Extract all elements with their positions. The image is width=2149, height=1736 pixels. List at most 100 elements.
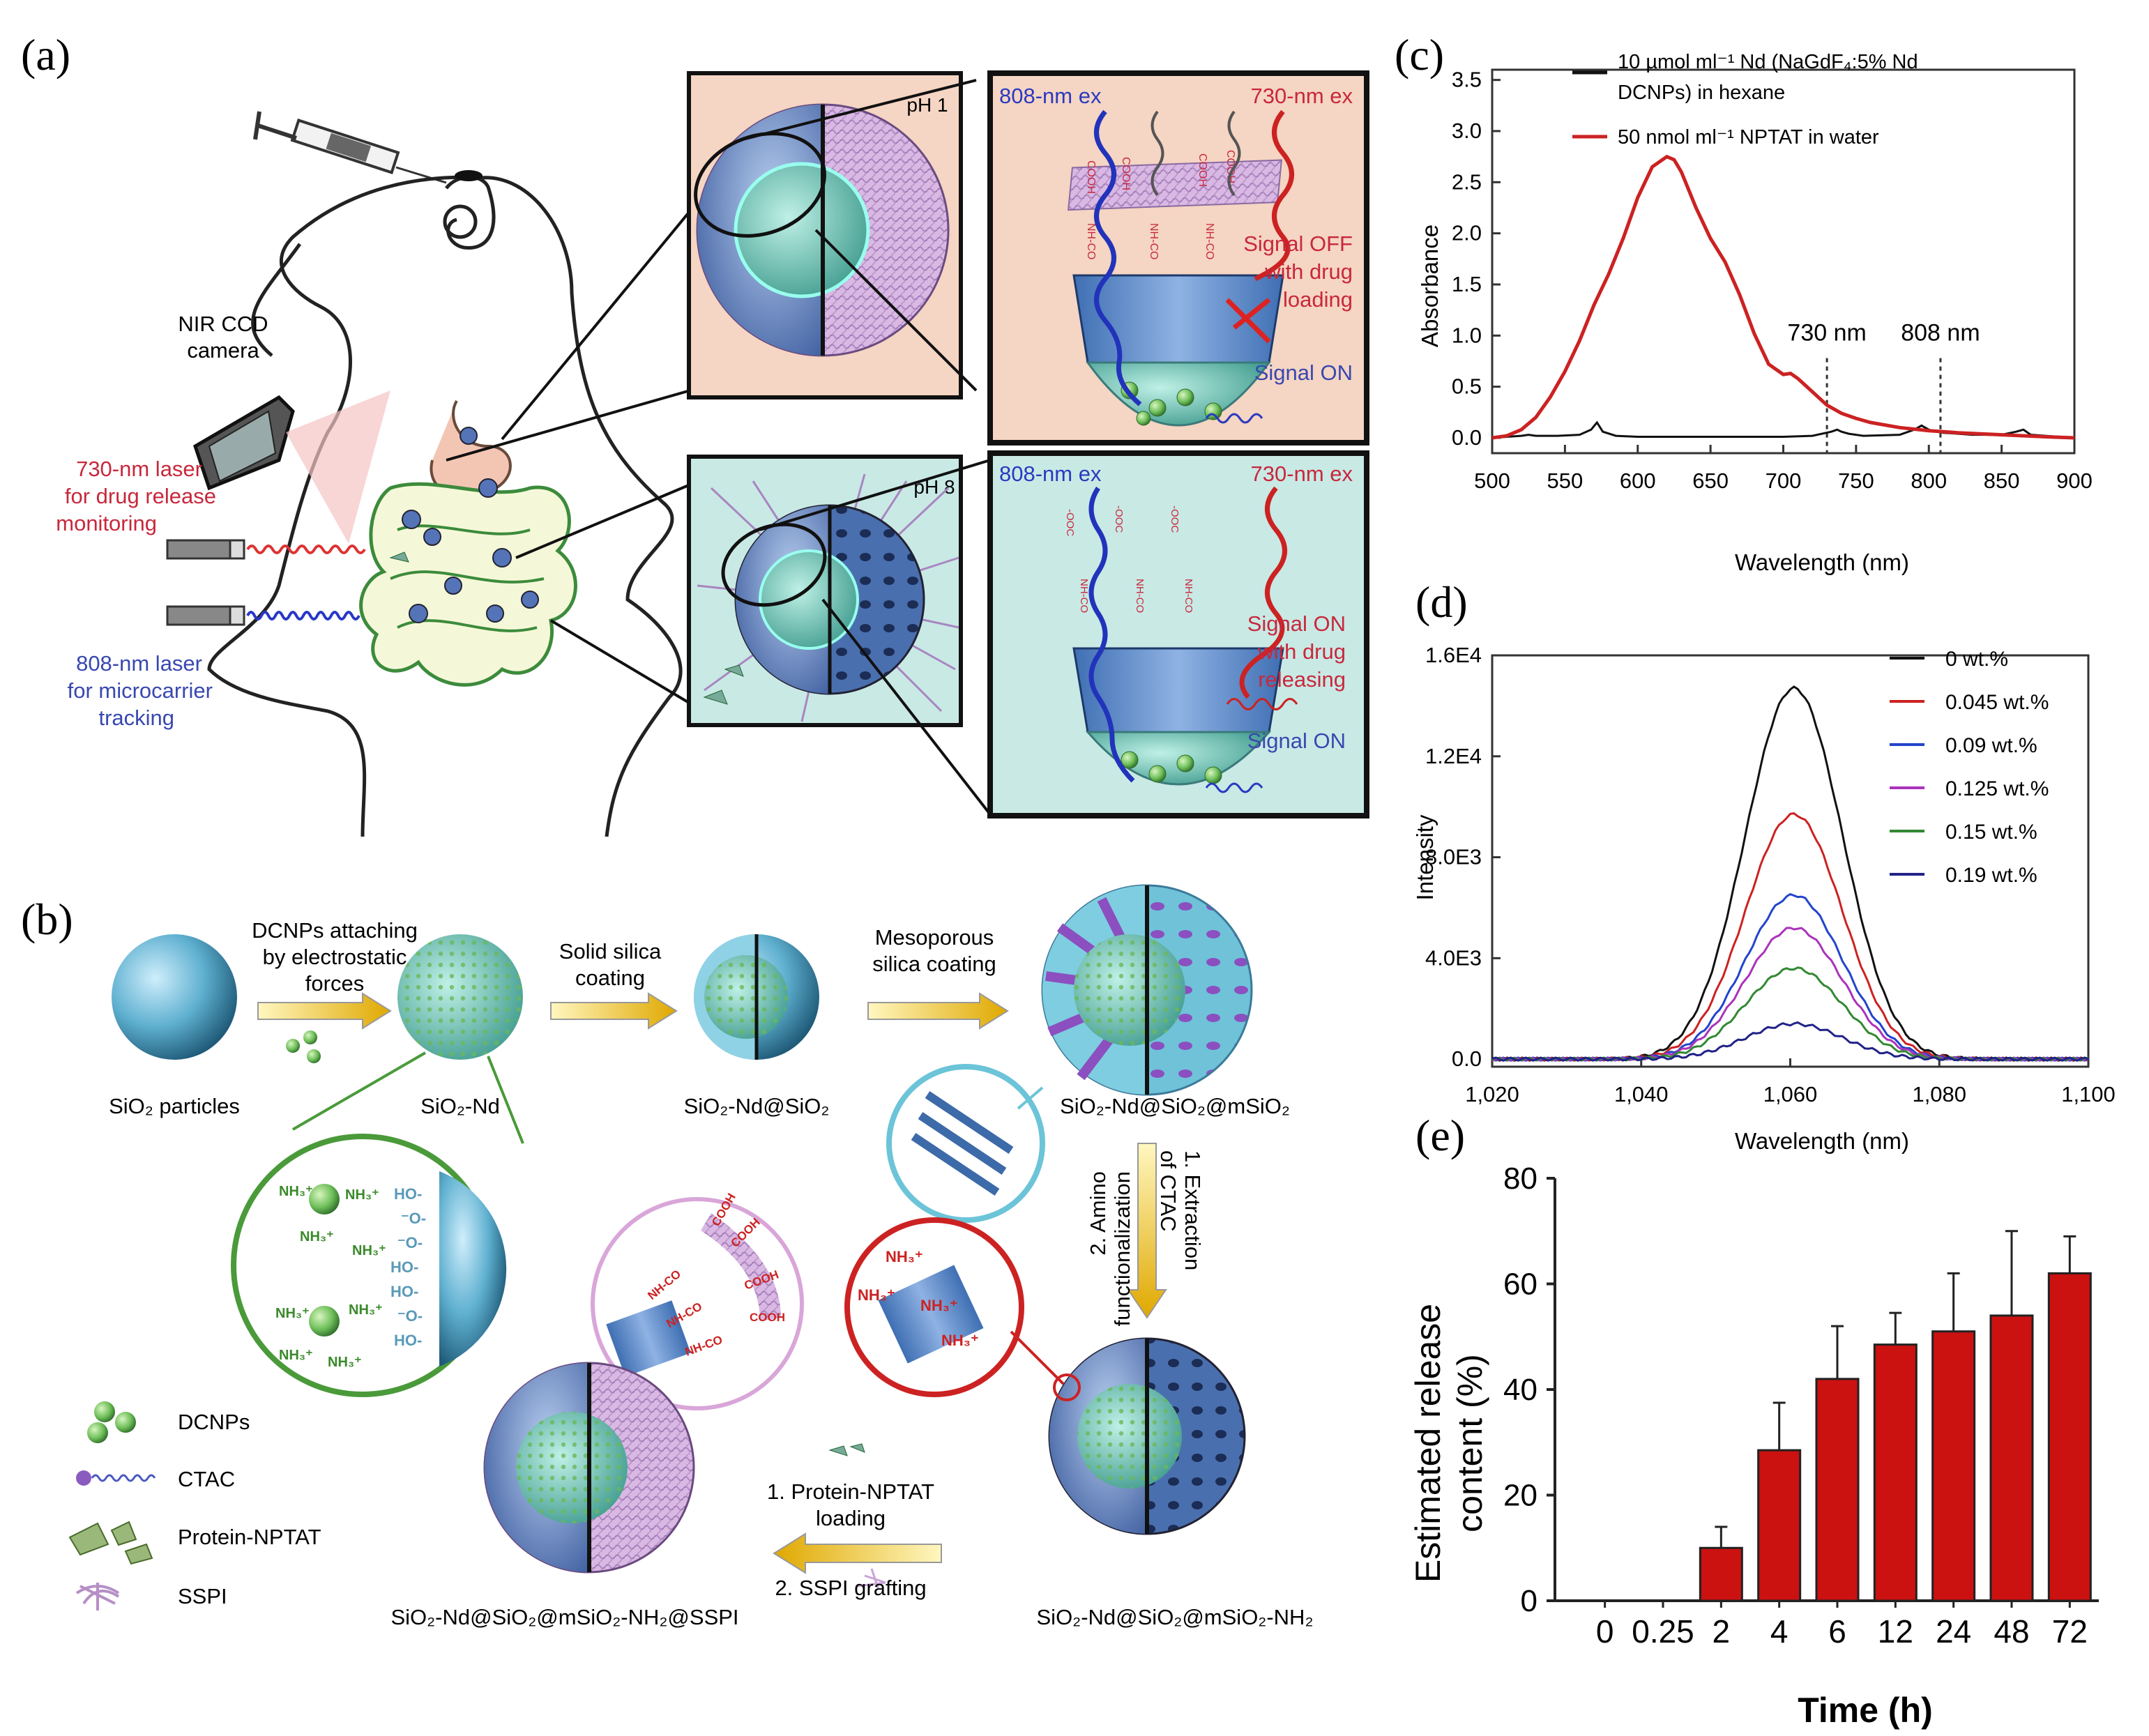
sio2-nd-sio2-particle [694, 934, 819, 1060]
panel-label-c: (c) [1395, 30, 1444, 79]
top-nhco-3: NH-CO [1203, 223, 1215, 259]
vstep-1: 1. Extraction [1180, 1150, 1205, 1270]
laser-808-label: 808-nm laser [76, 651, 202, 676]
legend-c-2: 50 nmol ml⁻¹ NPTAT in water [1618, 126, 1879, 149]
label-sio2-nd-sio2-msio2: SiO₂-Nd@SiO₂@mSiO₂ [1060, 1094, 1290, 1118]
chart-c: 500 550 600 650 700 750 800 850 900 0.0 0.5 1.0 1.5 2… [1417, 51, 2093, 575]
chart-c-legend: 10 µmol ml⁻¹ Nd (NaGdF₄:5% Nd DCNPs) in … [1572, 51, 1918, 149]
vstep-1b: of CTAC [1156, 1150, 1180, 1232]
sio2-nd-sio2-msio2-particle [1041, 884, 1253, 1096]
nh3-1: NH₃⁺ [279, 1184, 313, 1199]
hydroxyl-labels: HO- ⁻O- ⁻O- HO- HO- ⁻O- HO- [390, 1185, 426, 1349]
vertical-step-labels: 1. Extraction of CTAC 2. Amino functiona… [1086, 1150, 1205, 1326]
bottom-signal-on: Signal ON [1247, 729, 1346, 753]
chart-e-xtick-label: 48 [1994, 1613, 2029, 1650]
chart-c-ytick-label: 2.0 [1452, 221, 1482, 245]
bottom-signal-on-1: Signal ON [1247, 611, 1346, 636]
top-cooh-4: COOH [1224, 150, 1236, 183]
top-chem-labels: COOH COOH COOH COOH NH-CO NH-CO NH-CO [1085, 150, 1236, 259]
arrow3-icon [867, 992, 1009, 1030]
chart-e-ytick-label: 80 [1503, 1162, 1537, 1196]
nh3-7: NH₃⁺ [279, 1348, 313, 1363]
chart-c-xtick-label: 800 [1911, 469, 1947, 493]
ho-2: HO- [390, 1258, 418, 1276]
bottom-chem-labels: -OOC -OOC -OOC NH-CO NH-CO NH-CO [1064, 505, 1194, 613]
chart-c-series-line-1 [1491, 154, 2075, 440]
chart-e-xtick-label: 4 [1770, 1613, 1789, 1650]
chart-d-ytick-label: 0.0 [1452, 1046, 1482, 1071]
chart-e-ytick-label: 60 [1503, 1267, 1537, 1302]
top-signal-off-1: Signal OFF [1243, 231, 1353, 256]
chart-d-ytick-label: 8.0E3 [1425, 845, 1482, 869]
chart-e-bar-72 [2047, 1272, 2092, 1602]
label-sio2-particles: SiO₂ particles [109, 1094, 240, 1118]
ctac-icon [76, 1470, 156, 1486]
panel-label-d: (d) [1415, 577, 1468, 627]
camera-label-2: camera [187, 338, 259, 363]
legend-d-label-0: 0 wt.% [1945, 648, 2008, 671]
laser-730-label-3: monitoring [56, 511, 157, 535]
chart-c-xtick-label: 550 [1547, 469, 1584, 493]
vstep-2b: functionalization [1110, 1171, 1134, 1326]
chart-e-xtick-label: 24 [1936, 1613, 1971, 1650]
panel-label-e: (e) [1415, 1111, 1465, 1160]
chart-e-bar-24 [1931, 1330, 1976, 1602]
chart-d-xtick-label: 1,100 [2061, 1082, 2116, 1106]
o-1: ⁻O- [401, 1210, 426, 1227]
chart-e-xtick-label: 0 [1596, 1613, 1614, 1650]
chart-c-xtick-label: 900 [2056, 469, 2093, 493]
hstep-label-2: 2. SSPI grafting [775, 1576, 926, 1600]
chart-e-ylabel-1: Estimated release [1408, 1304, 1448, 1583]
legend-c-1-line1: 10 µmol ml⁻¹ Nd (NaGdF₄:5% Nd [1618, 51, 1918, 73]
chart-d-plot: 1,020 1,040 1,060 1,080 1,100 0.0 4.0E3 8.0E3 1.… [1425, 643, 2116, 1106]
chart-c-xtick-label: 700 [1765, 469, 1802, 493]
legend-d-label-5: 0.19 wt.% [1945, 864, 2037, 887]
label-sio2-nd-sio2-msio2-nh2: SiO₂-Nd@SiO₂@mSiO₂-NH₂ [1037, 1605, 1314, 1629]
ho-3: HO- [390, 1283, 418, 1300]
chart-e-xtick-label: 72 [2052, 1613, 2088, 1650]
ph8-label: pH 8 [913, 476, 955, 498]
chart-d-xlabel: Wavelength (nm) [1735, 1128, 1909, 1154]
nh3-6: NH₃⁺ [349, 1302, 383, 1318]
hstep-label-1b: loading [816, 1506, 886, 1530]
chart-d-ylabel: Intensity [1412, 814, 1438, 900]
chart-d-series-line-2 [1491, 892, 2089, 1062]
arrow3-label-1: Mesoporous [875, 925, 994, 950]
nh3-8: NH₃⁺ [328, 1355, 362, 1370]
bot-nhco-3: NH-CO [1183, 579, 1194, 613]
label-sio2-nd-sio2-msio2-nh2-sspi: SiO₂-Nd@SiO₂@mSiO₂-NH₂@SSPI [390, 1605, 738, 1629]
chart-c-xtick-label: 850 [1984, 469, 2020, 493]
top-730-ex: 730-nm ex [1251, 84, 1353, 108]
arrow2-icon [550, 992, 678, 1030]
chart-e-bar-12 [1873, 1343, 1918, 1602]
legend-dcnps: DCNPs [178, 1410, 250, 1434]
nh3-3: NH₃⁺ [300, 1229, 334, 1244]
chart-d-ytick-label: 4.0E3 [1425, 945, 1482, 970]
nh2-2: NH₃⁺ [858, 1286, 895, 1304]
laser-730-label-2: for drug release [65, 484, 216, 508]
chart-d-series-line-1 [1491, 812, 2088, 1062]
bot-nhco-1: NH-CO [1078, 579, 1090, 613]
laser-808-icon [166, 605, 360, 626]
bot-nhco-2: NH-CO [1134, 579, 1146, 613]
legend-d-label-3: 0.125 wt.% [1945, 777, 2049, 800]
chart-c-xlabel: Wavelength (nm) [1735, 549, 1909, 575]
ho-1: HO- [394, 1185, 422, 1203]
legend-d-label-2: 0.09 wt.% [1945, 734, 2037, 757]
chart-d-series-line-3 [1491, 927, 2089, 1062]
chart-c-ytick-label: 0.5 [1452, 374, 1482, 399]
arrow3-label-2: silica coating [872, 952, 996, 976]
chart-c-ytick-label: 1.5 [1452, 272, 1482, 296]
o-2: ⁻O- [397, 1234, 423, 1251]
legend-protein-nptat: Protein-NPTAT [178, 1525, 321, 1549]
chart-e-bar-48 [1989, 1314, 2034, 1602]
amine-labels: NH₃⁺ NH₃⁺ NH₃⁺ NH₃⁺ NH₃⁺ NH₃⁺ NH₃⁺ NH₃⁺ [275, 1184, 386, 1370]
top-signal-off-2: with drug [1264, 259, 1353, 284]
microcarrier-dots [402, 427, 539, 623]
nir-ccd-camera-icon [192, 390, 390, 544]
ph1-label: pH 1 [906, 94, 948, 116]
mouse-nose [455, 170, 483, 181]
chart-c-xtick-label: 650 [1692, 469, 1729, 493]
chart-e-xlabel: Time (h) [1798, 1691, 1933, 1730]
